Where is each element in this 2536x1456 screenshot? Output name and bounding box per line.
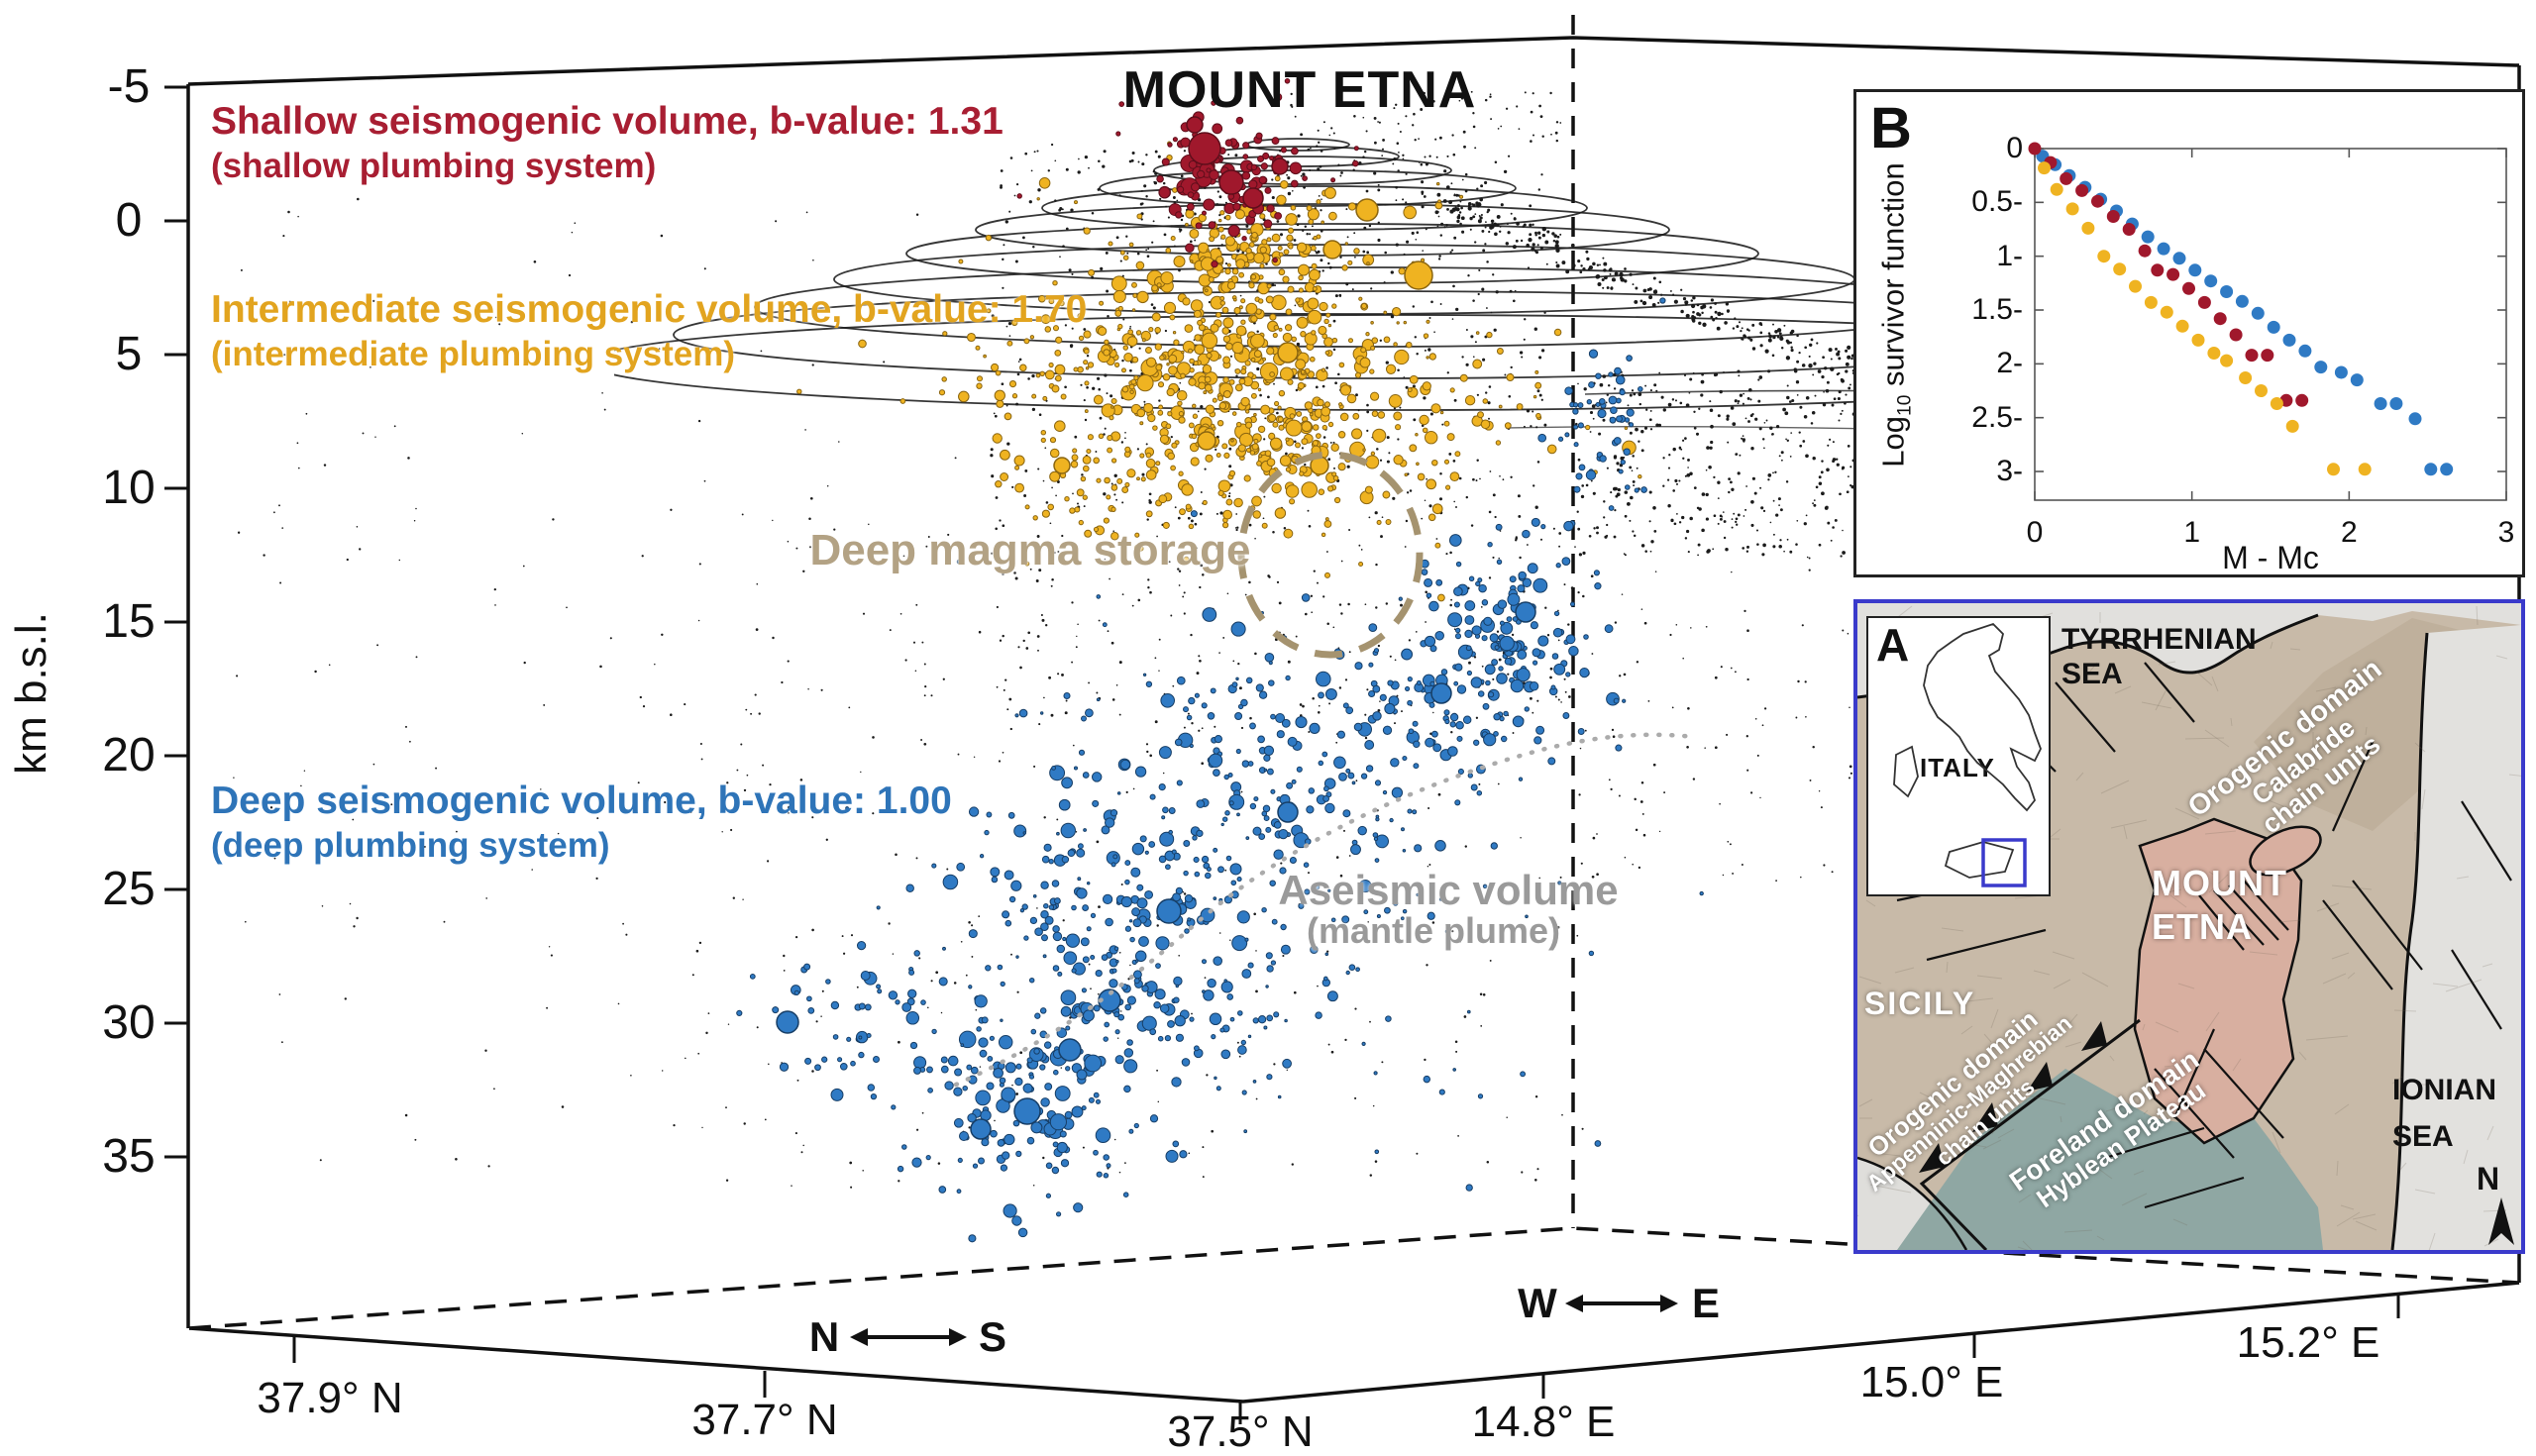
tyrrhenian-sea-label-1: TYRRHENIAN (2061, 623, 2257, 656)
annotation-intermediate-line2: (intermediate plumbing system) (211, 335, 735, 373)
lat-tick-2: 37.5° N (1167, 1407, 1314, 1456)
mount-etna-label-1: MOUNT (2152, 863, 2287, 903)
depth-tick-20: 20 (102, 729, 156, 781)
depth-tick-15: 15 (102, 595, 156, 648)
annotation-deep-line2: (deep plumbing system) (211, 826, 610, 865)
panel-a-label: A (1876, 619, 1910, 671)
ylabel-pre: Log (1875, 415, 1911, 468)
lat-tick-1: 37.7° N (691, 1396, 838, 1444)
annotation-aseismic-line1: Aseismic volume (1278, 867, 1619, 913)
we-arrow-w: W (1518, 1280, 1557, 1326)
ylabel-sub: 10 (1894, 394, 1916, 416)
map-terrain (1857, 603, 2521, 1250)
italy-inset-map: A ITALY (1866, 616, 2051, 896)
ns-arrow-n: N (808, 1313, 840, 1360)
annotation-shallow-line1: Shallow seismogenic volume, b-value: 1.3… (211, 100, 1004, 143)
ns-arrow-s: S (978, 1313, 1007, 1360)
annotation-deep-line1: Deep seismogenic volume, b-value: 1.00 (211, 780, 952, 822)
lon-tick-0: 14.8° E (1471, 1398, 1616, 1446)
pb-xtick-1: 1 (2183, 516, 2200, 549)
deep-volume-cluster (736, 297, 1704, 1243)
map-hillshade-texture (1857, 605, 2521, 1250)
survivor-plot-canvas (2028, 142, 2507, 501)
italy-mainland-outline (1923, 622, 2042, 812)
ionian-sea-label-2: SEA (2392, 1120, 2454, 1153)
pb-xtick-2: 2 (2340, 516, 2358, 549)
ionian-sea-label-1: IONIAN (2392, 1074, 2496, 1106)
survivor-plot-axes (2034, 148, 2507, 501)
shallow-volume-cluster (1016, 78, 1359, 268)
annotation-shallow-line2: (shallow plumbing system) (211, 147, 657, 185)
depth-tick-0: 0 (115, 194, 143, 247)
ylabel-post: survivor function (1875, 162, 1911, 395)
panel-b-ylabel: Log10 survivor function (1875, 162, 1916, 468)
annotation-intermediate-line1: Intermediate seismogenic volume, b-value… (211, 288, 1088, 331)
lon-tick-2: 15.2° E (2236, 1318, 2380, 1367)
panel-b-survivor-plot: B Log10 survivor function M - Mc 0 1 2 3 0 -0… (1853, 89, 2525, 577)
mount-etna-label-2: ETNA (2152, 906, 2253, 947)
page-title: MOUNT ETNA (1122, 61, 1477, 119)
depth-tick-25: 25 (102, 863, 156, 915)
tyrrhenian-sea-label-2: SEA (2061, 658, 2123, 690)
annotation-aseismic-line2: (mantle plume) (1306, 910, 1561, 951)
depth-tick-30: 30 (102, 996, 156, 1049)
lat-tick-0: 37.9° N (257, 1374, 403, 1422)
pb-series-1 (2038, 161, 2372, 476)
aseismic-volume-curve (953, 732, 1697, 1088)
pb-series-0 (2028, 142, 2309, 407)
map-canvas (1857, 603, 2521, 1250)
sicily-outline (1944, 841, 2015, 879)
intermediate-volume-cluster (796, 141, 1642, 602)
north-label: N (2477, 1161, 2500, 1196)
depth-tick-10: 10 (102, 462, 156, 514)
study-area-rectangle (1981, 838, 2027, 887)
panel-b-label: B (1870, 96, 1912, 160)
north-arrow-icon (2488, 1197, 2514, 1245)
sicily-label: SICILY (1864, 986, 1976, 1021)
pb-xtick-0: 0 (2026, 516, 2044, 549)
inset-country-label: ITALY (1920, 753, 1995, 782)
italy-outline (1893, 622, 2042, 887)
pb-xtick-3: 3 (2497, 516, 2515, 549)
panel-a-map: A ITALY TYRRHENIAN SEA IONIAN SEA SICILY… (1853, 599, 2525, 1254)
sardinia-outline (1893, 745, 1919, 798)
depth-axis-title: km b.s.l. (7, 612, 55, 775)
depth-tick-5: 5 (115, 328, 143, 380)
lon-tick-1: 15.0° E (1859, 1358, 2004, 1406)
annotation-magma-storage: Deep magma storage (809, 526, 1251, 574)
depth-tick--5: -5 (107, 60, 151, 113)
plot-box-edges (164, 15, 2521, 1424)
we-arrow-e: E (1691, 1280, 1721, 1326)
depth-tick-35: 35 (102, 1130, 156, 1183)
magma-storage-ellipse (1237, 451, 1424, 659)
panel-b-xlabel: M - Mc (2222, 540, 2319, 575)
orientation-arrows (850, 1295, 1678, 1346)
